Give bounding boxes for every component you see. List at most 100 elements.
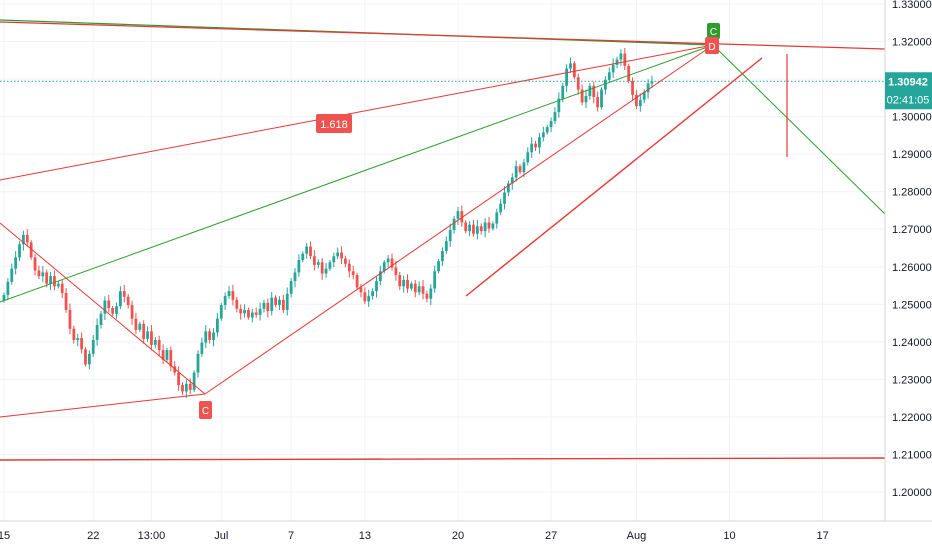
price-tick-label: 1.32000 [892,37,932,49]
pattern-leg-red-1[interactable] [0,222,206,395]
candle-body [142,323,146,339]
candle [615,56,619,69]
point-c-top-text: C [710,27,717,38]
candle-body [487,222,491,229]
candles [2,47,654,398]
candle-body [14,257,18,269]
candle [115,302,118,319]
pattern-leg-green-1[interactable] [0,44,714,303]
candle-body [503,192,506,204]
candle-body [402,279,406,287]
pattern-leg-red-4[interactable] [0,44,714,181]
candle-body [53,276,56,287]
candle-body [611,64,615,73]
point-c-bottom-marker[interactable]: C [199,401,212,419]
candle [281,294,285,313]
candle-body [332,256,336,263]
candle [378,265,382,286]
candle [541,126,545,142]
candle [565,64,568,93]
candle-body [495,212,499,224]
candle [37,265,41,280]
candle-body [398,275,402,287]
candle [324,263,328,278]
horizontal-support-line[interactable] [0,457,886,461]
price-axis[interactable]: 1.20000 1.21000 1.22000 1.23000 1.24000 1.250… [892,0,932,499]
candle-body [588,85,592,96]
pattern-leg-red-3[interactable] [0,393,206,418]
candle [25,229,29,247]
candle-body [510,177,514,184]
pattern-leg-red-2[interactable] [204,44,714,395]
candle-body [635,94,638,107]
candle [332,252,336,268]
candle-body [177,372,180,386]
candle-body [359,287,363,293]
candle-body [340,252,343,259]
candle [580,84,584,106]
rising-trendline-red[interactable] [465,57,763,297]
top-trendline-red[interactable] [0,21,886,50]
candle-body [468,224,471,232]
candle-body [425,293,429,299]
candle [227,286,231,299]
point-c-top-marker[interactable]: C [707,23,720,39]
candle [413,280,417,298]
time-tick-label: 27 [545,530,557,542]
candle [107,294,111,313]
candle-body [297,260,301,273]
candle [503,186,506,210]
candle-body [604,79,607,90]
candle [623,47,627,71]
candle [239,304,243,320]
candle-body [534,143,537,148]
price-tick-label: 1.24000 [892,337,932,349]
candle [87,350,91,370]
candle-body [184,383,188,392]
candle [316,259,320,269]
candle-body [270,297,274,312]
candle [425,290,429,303]
candle [297,254,301,277]
candle-body [169,350,173,367]
candle [619,49,623,66]
candle [433,265,437,293]
time-tick-label: 17 [817,530,829,542]
candle-body [2,294,6,301]
candle [122,284,126,303]
candle [386,254,390,268]
candle-body [631,80,634,95]
time-axis[interactable]: 15 22 13:00 Jul 7 13 20 27 Aug 10 17 [0,530,829,542]
time-tick-label: 15 [0,530,10,542]
candle-body [584,95,588,103]
candle [247,307,250,320]
candle [76,333,80,347]
candle-body [309,246,312,257]
candle-body [545,127,549,133]
candle-body [553,112,557,122]
pattern-leg-green-2[interactable] [712,44,886,215]
candle [138,321,142,333]
candle [444,236,448,254]
candle-body [410,283,413,289]
candle [254,307,258,318]
candle-body [231,291,235,300]
candle [355,272,359,290]
candle [452,215,456,234]
fib-label[interactable]: 1.618 [316,114,352,133]
candle [126,293,130,309]
candle [68,303,72,335]
candle [545,124,549,135]
candle-body [541,132,545,138]
candle [351,265,355,280]
candle-body [181,385,184,392]
candle-body [316,262,320,265]
candle [235,296,239,313]
candle [448,223,452,247]
candle [33,253,37,276]
candle-body [557,98,561,113]
candle-body [386,258,390,263]
point-d-marker[interactable]: D [705,37,719,54]
price-tick-label: 1.28000 [892,187,932,199]
